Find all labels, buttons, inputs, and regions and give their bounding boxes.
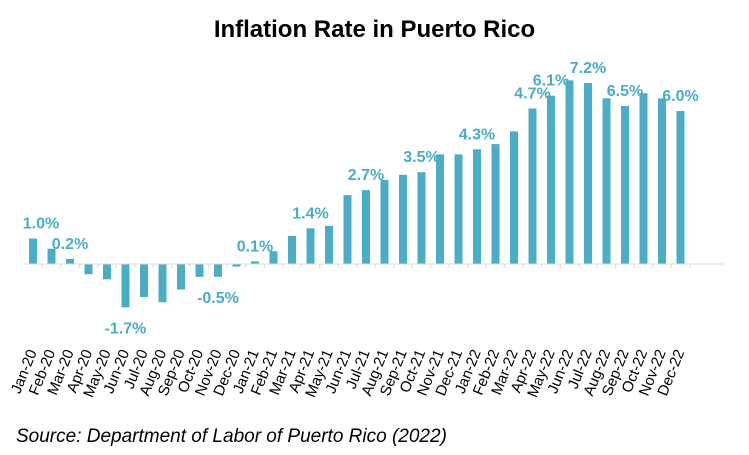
bar-feb-22 (491, 144, 500, 264)
bar-mar-22 (510, 131, 518, 264)
data-label: 6.0% (662, 88, 698, 105)
source-note: Source: Department of Labor of Puerto Ri… (16, 426, 447, 447)
bar-nov-21 (436, 154, 444, 264)
bar-oct-20 (195, 264, 204, 277)
bar-nov-22 (658, 98, 666, 265)
data-labels-layer: 1.0% 0.2% -1.7% -0.5% 0.1% 1.4% 2.7% 3.5% 4.3% 4.… (23, 60, 699, 337)
bar-mar-20 (66, 258, 74, 264)
bar-aug-21 (380, 179, 389, 264)
axis-layer: Jan-20Feb-20Mar-20Apr-20May-20Jun-20Jul-… (8, 263, 723, 400)
bar-jul-22 (584, 83, 592, 264)
data-label: 2.7% (348, 167, 384, 184)
bar-oct-21 (417, 172, 426, 264)
bar-apr-22 (528, 108, 537, 264)
data-label: 6.1% (533, 73, 569, 90)
bar-mar-21 (288, 235, 296, 264)
bar-sep-22 (621, 105, 629, 265)
bar-jun-22 (565, 80, 574, 265)
data-label: 1.0% (23, 216, 59, 233)
data-label: 3.5% (403, 149, 439, 166)
bar-sep-21 (399, 174, 407, 265)
bar-jan-22 (473, 149, 481, 265)
bar-feb-21 (269, 251, 278, 265)
bar-may-21 (325, 225, 333, 265)
bar-dec-22 (676, 111, 685, 264)
bar-sep-20 (177, 264, 185, 290)
data-label: 6.5% (607, 83, 643, 100)
bar-apr-20 (84, 264, 93, 275)
bar-apr-21 (306, 228, 315, 264)
bar-dec-21 (454, 154, 463, 264)
data-label: 4.7% (514, 86, 550, 103)
data-label: 7.2% (570, 60, 606, 77)
bars-layer (29, 80, 685, 308)
bar-jun-20 (121, 264, 130, 308)
bar-aug-20 (158, 264, 167, 303)
bar-jun-21 (343, 195, 352, 264)
bar-oct-22 (639, 93, 648, 264)
data-label: -1.7% (105, 320, 147, 337)
bar-may-22 (547, 95, 555, 264)
bar-jan-20 (29, 238, 37, 264)
bar-jul-21 (362, 190, 370, 264)
data-label: 1.4% (292, 205, 328, 222)
data-label: 0.1% (237, 238, 273, 255)
chart-title: Inflation Rate in Puerto Rico (213, 16, 536, 43)
bar-dec-20 (232, 264, 241, 267)
bar-nov-20 (214, 264, 222, 277)
bar-aug-22 (602, 98, 611, 265)
bar-jan-21 (251, 261, 259, 264)
data-label: -0.5% (197, 290, 239, 307)
bar-jul-20 (140, 264, 148, 298)
bar-feb-20 (47, 248, 56, 264)
bar-may-20 (103, 264, 111, 280)
data-label: 4.3% (459, 126, 495, 143)
data-label: 0.2% (52, 236, 88, 253)
